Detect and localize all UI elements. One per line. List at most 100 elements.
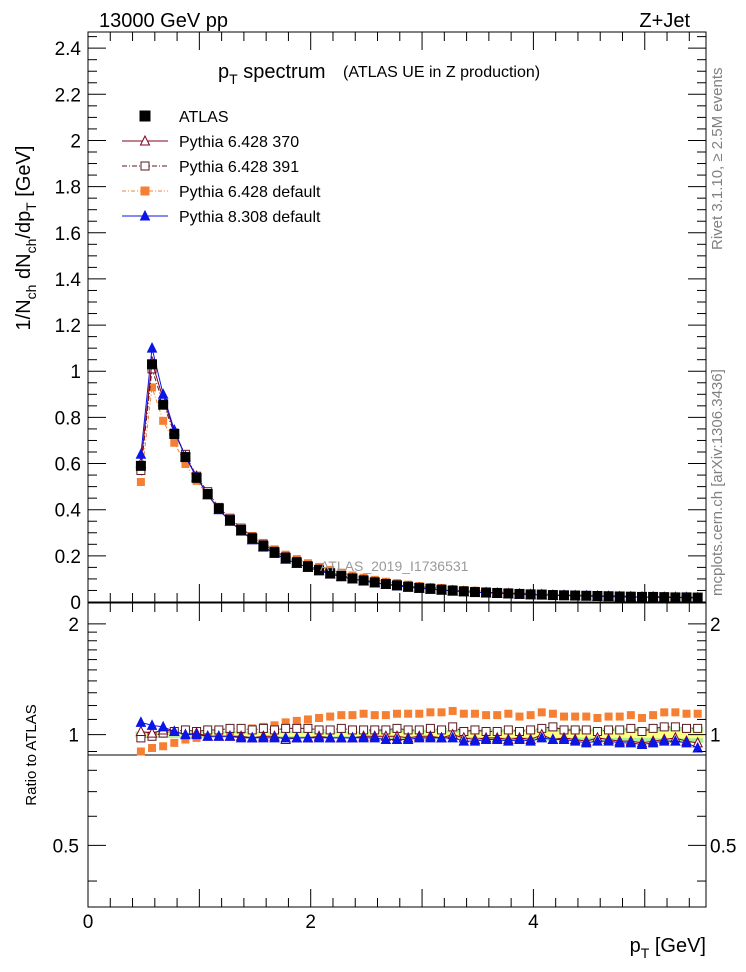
- ratio-point-pythia-6-428-391: [604, 725, 614, 735]
- main-point-pythia-8-308-default: [135, 448, 147, 459]
- main-point-atlas: [481, 587, 492, 598]
- ratio-point-pythia-6-428-391: [626, 723, 636, 733]
- ratio-point-pythia-8-308-default: [324, 731, 336, 743]
- main-point-pythia-6-428-default: [159, 416, 168, 425]
- main-y-tick-label: 2: [70, 131, 81, 152]
- main-point-atlas: [369, 577, 380, 588]
- ratio-point-pythia-8-308-default: [180, 728, 191, 740]
- main-point-atlas: [547, 590, 558, 601]
- ratio-point-pythia-8-308-default: [447, 731, 458, 743]
- ratio-point-pythia-6-428-default: [136, 747, 145, 756]
- ratio-point-pythia-8-308-default: [391, 733, 403, 745]
- x-axis-label: pT [GeV]: [630, 935, 706, 961]
- main-point-atlas: [570, 590, 581, 601]
- ratio-point-pythia-6-428-370: [146, 726, 158, 738]
- main-point-atlas: [314, 565, 325, 576]
- main-panel: 0 0.2 0.4 0.6 0.8 1 1.2 1.4 1.6 1.8 2 2.2 2.4 pT spe…: [55, 31, 707, 614]
- ratio-point-pythia-6-428-default: [482, 711, 491, 720]
- ratio-point-pythia-6-428-default: [303, 715, 312, 724]
- ratio-point-pythia-8-308-default: [525, 735, 536, 746]
- main-y-tick-label: 2.4: [55, 39, 82, 60]
- main-point-atlas: [559, 590, 570, 601]
- main-y-tick-label: 1.2: [55, 316, 81, 337]
- ratio-point-pythia-8-308-default: [146, 719, 158, 730]
- side-rivet-label: Rivet 3.1.10, ≥ 2.5M events: [709, 68, 726, 251]
- main-point-atlas: [503, 588, 514, 599]
- ratio-point-pythia-8-308-default: [436, 731, 447, 743]
- main-point-atlas: [614, 591, 625, 602]
- ratio-point-pythia-6-428-391: [548, 722, 558, 732]
- main-point-atlas: [692, 592, 703, 603]
- ratio-point-pythia-8-308-default: [614, 736, 626, 748]
- main-y-axis-label: 1/Nch dNch/dpT [GeV]: [13, 146, 39, 331]
- main-point-atlas: [247, 533, 258, 544]
- main-frame: [87, 31, 707, 603]
- ratio-point-pythia-8-308-default: [358, 731, 369, 743]
- main-point-atlas: [414, 582, 425, 593]
- ratio-point-pythia-6-428-391: [648, 723, 658, 733]
- ratio-y-axis-label: Ratio to ATLAS: [23, 704, 40, 805]
- main-point-atlas: [392, 580, 402, 591]
- ratio-point-pythia-6-428-default: [582, 712, 591, 721]
- ratio-point-pythia-8-308-default: [592, 735, 603, 746]
- main-point-atlas: [358, 575, 369, 586]
- x-tick-label: 4: [528, 912, 539, 933]
- main-y-tick-label: 1.4: [55, 270, 82, 291]
- main-title: pT spectrum: [218, 61, 326, 87]
- ratio-point-pythia-8-308-default: [647, 736, 659, 748]
- ratio-point-pythia-6-428-default: [660, 708, 669, 717]
- ratio-point-pythia-6-428-default: [459, 709, 468, 718]
- ratio-point-pythia-6-428-default: [381, 711, 390, 720]
- main-point-atlas: [269, 547, 280, 558]
- ratio-point-pythia-8-308-default: [313, 731, 325, 743]
- main-point-atlas: [302, 561, 313, 572]
- ratio-y-tick-label: 0.5: [53, 836, 79, 857]
- main-point-pythia-8-308-default: [157, 388, 169, 399]
- legend-marker: [140, 186, 150, 196]
- ratio-point-pythia-6-428-default: [593, 713, 602, 722]
- main-point-atlas: [425, 583, 436, 594]
- ratio-point-pythia-6-428-default: [393, 709, 401, 718]
- ratio-panel: 0.5 0.5 1 1 2 2 0 2 4: [53, 602, 736, 933]
- ratio-point-pythia-6-428-370: [135, 725, 147, 736]
- main-point-atlas: [436, 584, 447, 595]
- main-y-tick-label: 2.2: [55, 85, 81, 106]
- main-point-atlas: [135, 460, 146, 471]
- main-point-pythia-6-428-default: [170, 438, 179, 447]
- ratio-point-pythia-8-308-default: [536, 731, 548, 743]
- legend-label: Pythia 6.428 391: [179, 159, 299, 176]
- ratio-point-pythia-6-428-default: [415, 709, 424, 718]
- ratio-point-pythia-8-308-default: [347, 731, 358, 743]
- legend-label: Pythia 8.308 default: [179, 209, 321, 226]
- ratio-point-pythia-8-308-default: [580, 736, 592, 748]
- legend-label: ATLAS: [179, 109, 229, 126]
- ratio-point-pythia-6-428-391: [670, 722, 680, 732]
- ratio-point-pythia-6-428-391: [637, 726, 647, 736]
- ratio-point-pythia-8-308-default: [558, 733, 570, 745]
- ratio-point-pythia-8-308-default: [202, 730, 214, 741]
- ratio-point-pythia-8-308-default: [636, 738, 648, 750]
- ratio-point-pythia-6-428-default: [604, 712, 613, 721]
- ratio-point-pythia-8-308-default: [269, 731, 280, 743]
- ratio-point-pythia-6-428-default: [404, 709, 413, 718]
- main-point-atlas: [458, 586, 469, 597]
- legend: ATLAS Pythia 6.428 370 Pythia 6.428 391 Pyt…: [122, 109, 321, 226]
- ratio-point-pythia-6-428-default: [315, 713, 324, 722]
- ratio-point-pythia-6-428-391: [615, 725, 625, 735]
- ratio-point-pythia-8-308-default: [514, 733, 525, 745]
- ratio-point-pythia-8-308-default: [135, 716, 147, 727]
- ratio-point-pythia-8-308-default: [670, 735, 681, 746]
- main-subtitle: (ATLAS UE in Z production): [343, 64, 540, 81]
- main-point-atlas: [336, 571, 347, 582]
- ratio-point-pythia-8-308-default: [425, 731, 436, 743]
- main-point-atlas: [291, 557, 302, 568]
- ratio-point-pythia-6-428-default: [693, 709, 702, 718]
- ratio-point-pythia-6-428-391: [581, 725, 591, 735]
- ratio-point-pythia-6-428-default: [448, 706, 457, 715]
- ratio-point-pythia-8-308-default: [280, 731, 291, 743]
- main-point-atlas: [514, 588, 525, 599]
- main-point-atlas: [581, 590, 592, 601]
- ratio-point-pythia-6-428-default: [649, 711, 658, 720]
- ratio-point-pythia-6-428-default: [682, 709, 691, 718]
- ratio-point-pythia-6-428-default: [548, 709, 557, 718]
